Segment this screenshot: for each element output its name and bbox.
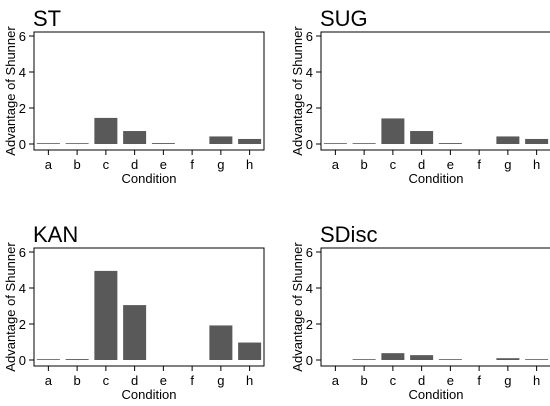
x-axis-label: Condition [122,387,177,402]
x-tick-label: b [361,373,368,388]
bar-b [352,359,376,360]
x-tick-label: f [477,373,481,388]
x-tick-label: f [190,157,194,172]
x-tick-label: e [160,373,167,388]
x-tick-label: d [418,157,425,172]
x-tick-label: d [418,373,425,388]
bar-a [36,359,60,360]
y-axis-label: Advantage of Shunner [290,26,305,156]
bar-a [36,143,60,144]
x-axis-label: Condition [409,387,464,402]
x-tick-label: b [74,157,81,172]
y-tick-label: 6 [19,29,26,44]
bar-g [496,358,520,360]
bar-d [123,131,147,144]
y-axis-label: Advantage of Shunner [290,242,305,372]
x-tick-label: e [160,157,167,172]
x-tick-label: f [477,157,481,172]
panel-title: ST [33,6,61,31]
y-tick-label: 6 [19,245,26,260]
panel-title: SUG [320,6,368,31]
bar-g [209,325,233,360]
y-tick-label: 6 [306,245,313,260]
bar-h [238,342,262,360]
y-axis-label: Advantage of Shunner [3,26,18,156]
plot-frame [33,247,265,367]
x-tick-label: b [74,373,81,388]
y-tick-label: 2 [306,101,313,116]
bar-d [410,131,434,144]
bar-c [381,353,405,360]
y-tick-label: 2 [306,317,313,332]
x-tick-label: g [217,373,224,388]
x-tick-label: c [103,157,110,172]
bar-c [94,270,118,360]
bar-d [410,355,434,360]
bar-h [238,138,262,144]
bar-c [94,117,118,144]
y-tick-label: 4 [306,65,313,80]
y-tick-label: 4 [19,65,26,80]
y-tick-label: 0 [19,353,26,368]
x-tick-label: a [45,373,53,388]
x-tick-label: h [246,373,253,388]
x-tick-label: h [533,157,540,172]
y-tick-label: 0 [19,137,26,152]
y-tick-label: 4 [306,281,313,296]
chart-panel-sdisc: SDisc Advantage of Shunner Condition 0 2 4… [290,222,550,402]
plot-frame [320,31,550,151]
bar-b [65,143,89,144]
bar-a [323,143,347,144]
x-tick-label: b [361,157,368,172]
y-axis-label: Advantage of Shunner [3,242,18,372]
x-tick-label: a [332,373,340,388]
bar-b [352,143,376,144]
x-tick-label: e [447,373,454,388]
x-tick-label: g [504,373,511,388]
chart-panel-st: ST Advantage of Shunner Condition 0 2 4 6 a b… [3,6,265,186]
bar-e [151,143,175,144]
x-tick-label: c [390,157,397,172]
x-tick-label: c [390,373,397,388]
x-axis-label: Condition [409,171,464,186]
bar-g [496,136,520,144]
x-tick-label: a [45,157,53,172]
bar-b [65,359,89,360]
x-tick-label: d [131,157,138,172]
y-tick-label: 0 [306,353,313,368]
bar-h [525,138,549,144]
plot-frame [320,247,550,367]
x-tick-label: a [332,157,340,172]
y-tick-label: 2 [19,101,26,116]
panel-title: SDisc [320,222,377,247]
y-tick-label: 2 [19,317,26,332]
bar-h [525,359,549,360]
bar-c [381,118,405,144]
x-tick-label: g [217,157,224,172]
y-tick-label: 6 [306,29,313,44]
bar-d [123,305,147,360]
chart-panel-sug: SUG Advantage of Shunner Condition 0 2 4 6 a… [290,6,550,186]
x-tick-label: h [246,157,253,172]
x-tick-label: e [447,157,454,172]
x-tick-label: d [131,373,138,388]
y-tick-label: 4 [19,281,26,296]
x-tick-label: f [190,373,194,388]
x-tick-label: g [504,157,511,172]
bar-e [438,359,462,360]
x-axis-label: Condition [122,171,177,186]
x-tick-label: h [533,373,540,388]
bar-e [438,143,462,144]
x-tick-label: c [103,373,110,388]
y-tick-label: 0 [306,137,313,152]
bar-g [209,136,233,144]
plot-frame [33,31,265,151]
panel-title: KAN [33,222,78,247]
chart-panel-kan: KAN Advantage of Shunner Condition 0 2 4 6 a… [3,222,265,402]
